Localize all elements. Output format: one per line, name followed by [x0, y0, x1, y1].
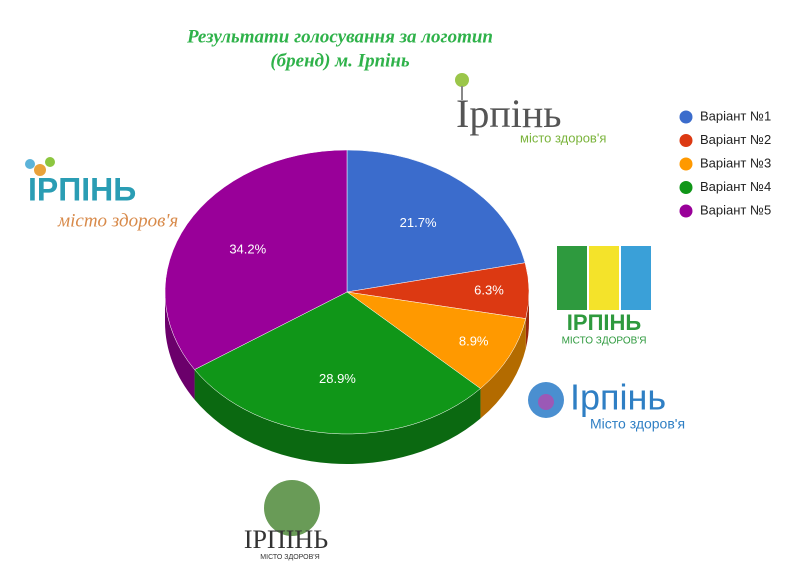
logo-title: Ірпінь: [570, 377, 666, 418]
legend-label: Варіант №1: [700, 108, 771, 123]
legend-label: Варіант №3: [700, 155, 771, 170]
slice-side: [165, 292, 195, 400]
slice-side: [194, 369, 481, 464]
logo-title: Ірпінь: [456, 91, 562, 136]
pie-tops: [164, 149, 530, 435]
chart-title: (бренд) м. Ірпінь: [270, 50, 410, 71]
logo-icon: [557, 246, 587, 310]
legend-marker: [679, 134, 693, 147]
logo-icon: [264, 480, 320, 536]
logo-icon: [45, 157, 55, 167]
logo-icon: [621, 246, 651, 310]
logo-subtitle: місто здоров'я: [57, 210, 178, 231]
legend-label: Варіант №5: [700, 202, 771, 217]
logo-subtitle: місто здоров'я: [520, 130, 606, 145]
pie: 21.7% 6.3% 8.9% 28.9% 34.2%: [164, 149, 530, 464]
logo-icon: [34, 164, 46, 176]
logo-subtitle: МІСТО ЗДОРОВ'Я: [260, 554, 319, 561]
logo: Ірпінь Місто здоров'я: [528, 377, 685, 432]
logo-title: ІРПІНЬ: [28, 171, 136, 207]
legend-label: Варіант №2: [700, 132, 771, 147]
legend-marker: [679, 157, 693, 171]
data-label: 34.2%: [229, 242, 266, 257]
logo-icon: [25, 159, 35, 169]
slice: [194, 291, 481, 435]
logo-subtitle: Місто здоров'я: [590, 416, 685, 432]
data-label: 8.9%: [459, 333, 489, 348]
legend-marker: [679, 181, 693, 194]
legend-marker: [679, 110, 693, 124]
data-label: 21.7%: [400, 215, 437, 230]
logo: ІРПІНЬ МІСТО ЗДОРОВ'Я: [557, 246, 651, 347]
logo-title: ІРПІНЬ: [567, 310, 642, 335]
data-label: 6.3%: [474, 282, 504, 297]
logo-subtitle: МІСТО ЗДОРОВ'Я: [562, 336, 647, 347]
data-label: 28.9%: [319, 371, 356, 386]
slice: [346, 291, 527, 389]
chart-title: Результати голосування за логотип: [186, 26, 493, 47]
logo-title: ІРПІНЬ: [244, 525, 328, 554]
logo-icon: [455, 73, 469, 87]
logo: ІРПІНЬ МІСТО ЗДОРОВ'Я: [244, 480, 328, 561]
logo: ІРПІНЬ місто здоров'я: [25, 157, 178, 231]
slice: [346, 149, 526, 293]
logo-icon: [538, 394, 554, 410]
slice: [164, 149, 348, 370]
legend-label: Варіант №4: [700, 179, 771, 194]
legend-marker: [679, 204, 693, 218]
logo-icon: [589, 246, 619, 310]
slice-side: [480, 318, 526, 419]
logo: Ірпінь місто здоров'я: [455, 73, 606, 145]
